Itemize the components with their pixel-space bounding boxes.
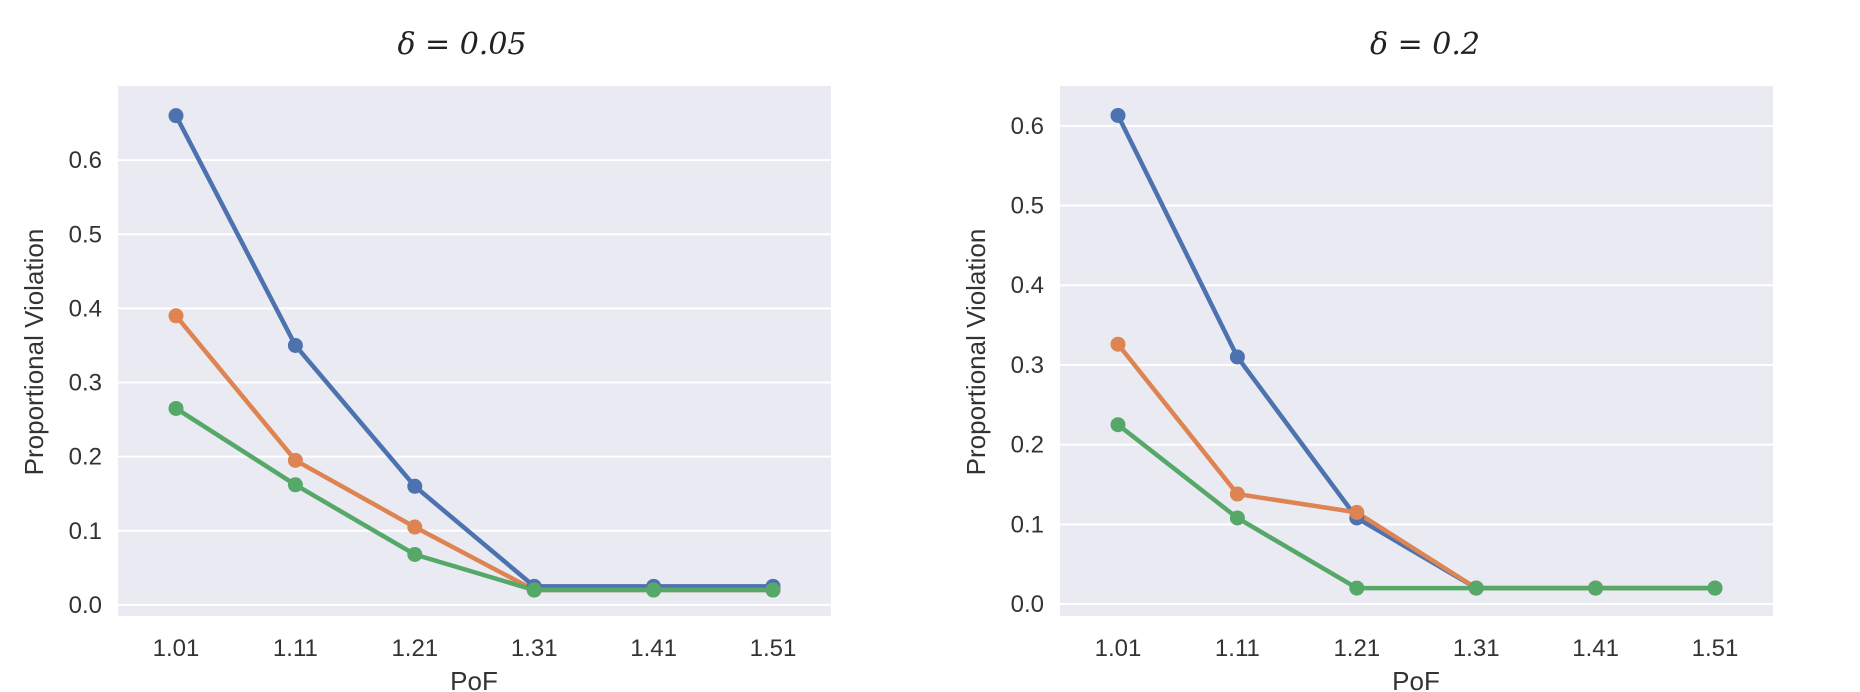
x-tick-label: 1.11	[273, 635, 318, 662]
chart-panel-right: δ = 0.2 0.00.10.20.30.40.50.6 1.01 1.11 1.…	[961, 27, 1773, 692]
data-point-2	[407, 546, 423, 562]
data-point-2	[1229, 510, 1245, 526]
data-point-0	[1110, 107, 1126, 123]
data-point-2	[287, 477, 303, 493]
data-point-0	[1229, 349, 1245, 365]
data-point-2	[765, 582, 781, 598]
x-tick-label: 1.21	[391, 635, 438, 662]
y-tick-label: 0.5	[69, 221, 102, 248]
x-tick-label: 1.31	[511, 635, 558, 662]
data-point-1	[1229, 486, 1245, 502]
data-point-1	[287, 452, 303, 468]
x-tick-label: 1.31	[1453, 635, 1500, 662]
data-point-2	[168, 400, 184, 416]
gridlines	[1060, 124, 1773, 606]
x-tick-label: 1.41	[630, 635, 677, 662]
y-tick-label: 0.6	[69, 147, 102, 174]
data-point-2	[1468, 580, 1484, 596]
y-tick-label: 0.6	[1011, 113, 1044, 140]
chart-panel-left: δ = 0.05 0.00.10.20.30.40.50.6 1.01 1.11 1…	[19, 27, 831, 692]
x-tick-label: 1.01	[1095, 635, 1142, 662]
y-ticks: 0.0 0.1 0.2 0.3 0.4 0.5 0.6	[69, 147, 102, 619]
x-tick-label: 1.51	[750, 635, 797, 662]
data-point-2	[1707, 580, 1723, 596]
x-tick-label: 1.51	[1692, 635, 1739, 662]
plot-area	[118, 86, 831, 616]
gridlines	[118, 159, 831, 606]
y-axis-label: Proportional Violation	[961, 229, 991, 476]
series-line-2	[1115, 422, 1718, 591]
y-tick-label: 0.2	[1011, 432, 1044, 459]
x-ticks: 1.01 1.11 1.21 1.31 1.41 1.51	[153, 635, 797, 662]
plot-area	[1060, 86, 1773, 616]
data-point-2	[1110, 417, 1126, 433]
x-axis-label: PoF	[450, 666, 498, 692]
y-tick-label: 0.5	[1011, 193, 1044, 220]
y-tick-label: 0.0	[69, 592, 102, 619]
data-point-2	[1588, 580, 1604, 596]
chart-title: δ = 0.05	[397, 27, 526, 62]
y-tick-label: 0.4	[69, 295, 102, 322]
data-point-1	[1110, 336, 1126, 352]
series-line-0	[173, 113, 776, 589]
y-tick-label: 0.3	[1011, 352, 1044, 379]
chart-title: δ = 0.2	[1370, 27, 1480, 62]
x-ticks: 1.01 1.11 1.21 1.31 1.41 1.51	[1095, 635, 1739, 662]
data-point-0	[287, 337, 303, 353]
data-point-2	[526, 582, 542, 598]
y-axis-label: Proportional Violation	[19, 229, 49, 476]
y-tick-label: 0.1	[69, 518, 102, 545]
data-point-0	[407, 478, 423, 494]
data-point-0	[168, 108, 184, 124]
x-tick-label: 1.21	[1333, 635, 1380, 662]
y-tick-label: 0.0	[1011, 591, 1044, 618]
x-tick-label: 1.11	[1215, 635, 1260, 662]
y-ticks: 0.0 0.1 0.2 0.3 0.4 0.5 0.6	[1011, 113, 1044, 618]
y-tick-label: 0.4	[1011, 272, 1044, 299]
y-tick-label: 0.2	[69, 444, 102, 471]
series-line-2	[173, 406, 776, 593]
data-point-1	[168, 308, 184, 324]
data-point-1	[1349, 504, 1365, 520]
x-tick-label: 1.41	[1572, 635, 1619, 662]
data-point-1	[407, 519, 423, 535]
series-group	[1110, 107, 1723, 596]
data-point-2	[1349, 580, 1365, 596]
y-tick-label: 0.3	[69, 370, 102, 397]
series-group	[168, 108, 781, 598]
x-tick-label: 1.01	[153, 635, 200, 662]
y-tick-label: 0.1	[1011, 511, 1044, 538]
data-point-2	[646, 582, 662, 598]
x-axis-label: PoF	[1392, 666, 1440, 692]
